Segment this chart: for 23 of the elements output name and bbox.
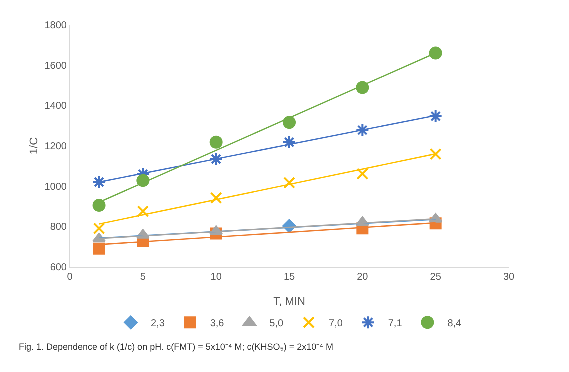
- y-tick-label: 600: [50, 262, 68, 274]
- legend-label: 3,6: [210, 318, 225, 330]
- y-tick-label: 1400: [44, 101, 68, 112]
- legend-label: 8,4: [448, 318, 462, 330]
- x-tick-label: 15: [284, 272, 296, 283]
- legend-label: 7,0: [329, 318, 344, 330]
- x-tick-label: 30: [503, 272, 515, 283]
- x-tick-label: 10: [210, 272, 222, 283]
- y-tick-label: 1200: [44, 142, 68, 152]
- y-tick-label: 1000: [44, 182, 68, 193]
- y-axis-title: 1/C: [28, 137, 40, 155]
- caption: Fig. 1. Dependence of k (1/c) on pH. c(FMT) = 5x10⁻⁴ M; c(KHSO₅) = 2x10⁻⁴ M: [19, 342, 334, 352]
- x-axis-title: T, MIN: [274, 296, 306, 308]
- x-tick-label: 0: [67, 272, 74, 283]
- y-tick-label: 800: [50, 222, 68, 234]
- legend-label: 7,1: [388, 318, 403, 330]
- legend-label: 2,3: [151, 318, 166, 330]
- y-tick-label: 1600: [44, 60, 68, 72]
- x-tick-label: 20: [357, 272, 369, 283]
- y-tick-label: 1800: [44, 20, 68, 32]
- x-tick-label: 25: [430, 272, 442, 283]
- legend-label: 5,0: [270, 318, 284, 330]
- x-tick-label: 5: [140, 272, 146, 283]
